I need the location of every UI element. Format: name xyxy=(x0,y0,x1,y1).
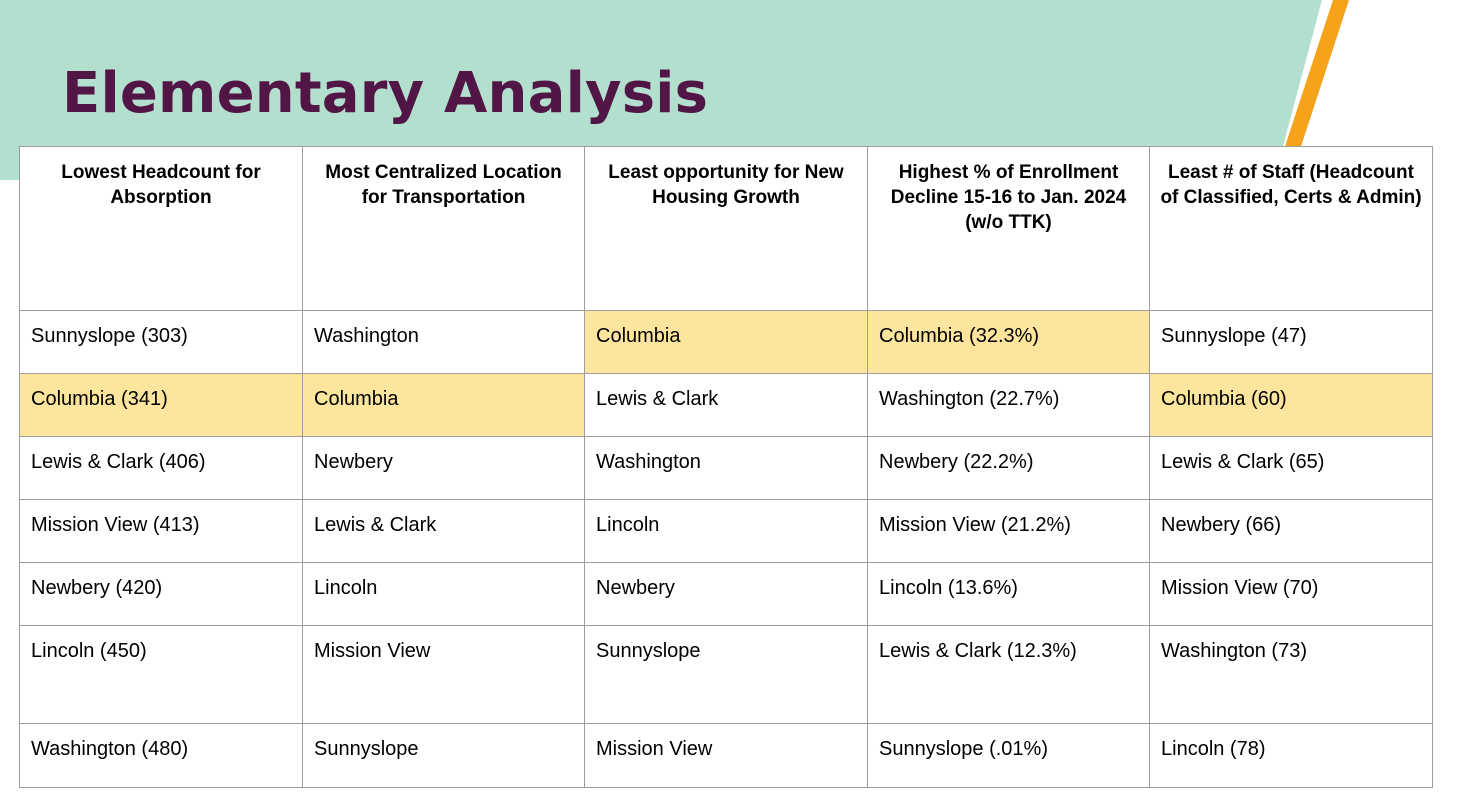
table-cell: Newbery (22.2%) xyxy=(867,436,1150,500)
table-row: Columbia (341) Columbia Lewis & Clark Wa… xyxy=(19,373,1433,437)
table-cell: Lewis & Clark xyxy=(584,373,868,437)
table-row: Mission View (413) Lewis & Clark Lincoln… xyxy=(19,499,1433,563)
table-cell: Lewis & Clark (65) xyxy=(1149,436,1433,500)
table-cell: Lincoln xyxy=(584,499,868,563)
table-row: Sunnyslope (303) Washington Columbia Col… xyxy=(19,310,1433,374)
column-header-transportation: Most Centralized Location for Transporta… xyxy=(302,146,585,311)
table-row: Lewis & Clark (406) Newbery Washington N… xyxy=(19,436,1433,500)
table-cell: Lewis & Clark xyxy=(302,499,585,563)
column-header-staff: Least # of Staff (Headcount of Classifie… xyxy=(1149,146,1433,311)
table-cell: Sunnyslope (47) xyxy=(1149,310,1433,374)
table-cell: Mission View xyxy=(302,625,585,724)
table-cell: Sunnyslope xyxy=(302,723,585,788)
table-cell: Columbia xyxy=(584,310,868,374)
table-cell: Mission View (21.2%) xyxy=(867,499,1150,563)
table-cell: Lewis & Clark (406) xyxy=(19,436,303,500)
column-header-housing-growth: Least opportunity for New Housing Growth xyxy=(584,146,868,311)
table-cell: Newbery xyxy=(584,562,868,626)
table-cell: Mission View (413) xyxy=(19,499,303,563)
table-cell: Columbia (32.3%) xyxy=(867,310,1150,374)
table-cell: Washington xyxy=(584,436,868,500)
table-cell: Mission View xyxy=(584,723,868,788)
table-header-row: Lowest Headcount for Absorption Most Cen… xyxy=(19,146,1433,311)
table-cell: Sunnyslope (303) xyxy=(19,310,303,374)
table-cell: Sunnyslope (.01%) xyxy=(867,723,1150,788)
table-cell: Lincoln (78) xyxy=(1149,723,1433,788)
table-row: Newbery (420) Lincoln Newbery Lincoln (1… xyxy=(19,562,1433,626)
table-cell: Newbery (420) xyxy=(19,562,303,626)
table-cell: Lincoln (13.6%) xyxy=(867,562,1150,626)
table-cell: Columbia xyxy=(302,373,585,437)
table-cell: Newbery (66) xyxy=(1149,499,1433,563)
table-cell: Washington (480) xyxy=(19,723,303,788)
analysis-table: Lowest Headcount for Absorption Most Cen… xyxy=(19,146,1433,788)
table-cell: Lincoln xyxy=(302,562,585,626)
table-cell: Columbia (60) xyxy=(1149,373,1433,437)
table-cell: Washington xyxy=(302,310,585,374)
table-cell: Washington (22.7%) xyxy=(867,373,1150,437)
table-cell: Mission View (70) xyxy=(1149,562,1433,626)
column-header-headcount: Lowest Headcount for Absorption xyxy=(19,146,303,311)
column-header-enrollment-decline: Highest % of Enrollment Decline 15-16 to… xyxy=(867,146,1150,311)
table-cell: Sunnyslope xyxy=(584,625,868,724)
table-cell: Lincoln (450) xyxy=(19,625,303,724)
table-row: Lincoln (450) Mission View Sunnyslope Le… xyxy=(19,625,1433,724)
page-title: Elementary Analysis xyxy=(62,61,709,126)
table-row: Washington (480) Sunnyslope Mission View… xyxy=(19,723,1433,788)
table-cell: Columbia (341) xyxy=(19,373,303,437)
table-cell: Newbery xyxy=(302,436,585,500)
table-cell: Lewis & Clark (12.3%) xyxy=(867,625,1150,724)
table-cell: Washington (73) xyxy=(1149,625,1433,724)
